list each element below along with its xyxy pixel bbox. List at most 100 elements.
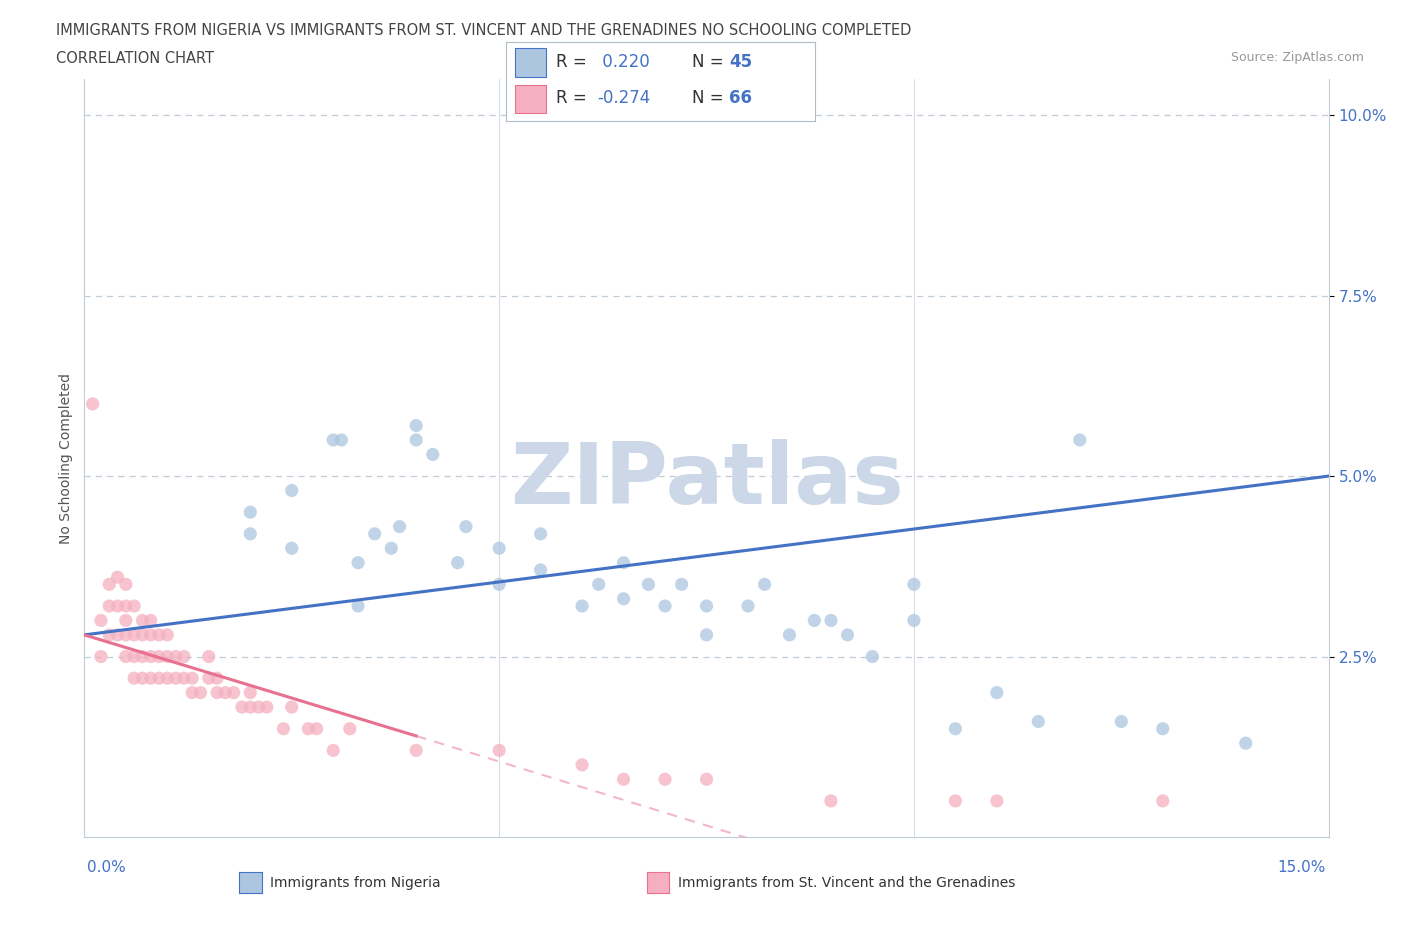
- Point: [148, 671, 170, 685]
- Point: [90, 613, 112, 628]
- Point: [107, 570, 129, 585]
- Point: [131, 649, 153, 664]
- Text: R =: R =: [555, 88, 592, 107]
- Point: [422, 447, 444, 462]
- Point: [90, 649, 112, 664]
- Text: CORRELATION CHART: CORRELATION CHART: [56, 51, 214, 66]
- Point: [986, 793, 1008, 808]
- Point: [98, 577, 121, 591]
- Point: [330, 432, 353, 447]
- Point: [131, 628, 153, 643]
- Point: [239, 685, 262, 700]
- Point: [862, 649, 884, 664]
- Point: [297, 722, 319, 737]
- Text: 15.0%: 15.0%: [1278, 860, 1326, 875]
- Text: IMMIGRANTS FROM NIGERIA VS IMMIGRANTS FROM ST. VINCENT AND THE GRENADINES NO SCH: IMMIGRANTS FROM NIGERIA VS IMMIGRANTS FR…: [56, 23, 911, 38]
- Point: [654, 772, 676, 787]
- Point: [273, 722, 295, 737]
- Point: [903, 613, 925, 628]
- Text: N =: N =: [692, 88, 728, 107]
- Point: [488, 743, 510, 758]
- Point: [173, 671, 195, 685]
- Point: [173, 649, 195, 664]
- Point: [671, 577, 693, 591]
- Point: [488, 577, 510, 591]
- Point: [447, 555, 470, 570]
- Text: 0.0%: 0.0%: [87, 860, 127, 875]
- Point: [820, 613, 842, 628]
- Point: [115, 628, 138, 643]
- Point: [322, 743, 344, 758]
- Point: [571, 757, 593, 772]
- Point: [339, 722, 361, 737]
- Point: [779, 628, 801, 643]
- Text: 45: 45: [728, 53, 752, 71]
- Point: [405, 418, 427, 433]
- Point: [115, 577, 138, 591]
- Point: [165, 649, 187, 664]
- Bar: [516, 48, 547, 76]
- Point: [239, 526, 262, 541]
- Point: [945, 722, 967, 737]
- Point: [696, 599, 718, 614]
- Point: [588, 577, 610, 591]
- Text: -0.274: -0.274: [598, 88, 651, 107]
- Point: [156, 628, 179, 643]
- Point: [131, 613, 153, 628]
- Point: [613, 772, 636, 787]
- Point: [122, 628, 145, 643]
- Point: [231, 699, 253, 714]
- Point: [820, 793, 842, 808]
- Point: [156, 671, 179, 685]
- Point: [530, 563, 553, 578]
- Point: [637, 577, 659, 591]
- Point: [165, 671, 187, 685]
- Text: 66: 66: [728, 88, 752, 107]
- Point: [190, 685, 212, 700]
- Point: [945, 793, 967, 808]
- Point: [364, 526, 387, 541]
- Point: [139, 671, 162, 685]
- Point: [222, 685, 245, 700]
- Point: [197, 649, 219, 664]
- Point: [322, 432, 344, 447]
- Point: [696, 772, 718, 787]
- Point: [214, 685, 236, 700]
- Point: [281, 699, 304, 714]
- Point: [388, 519, 411, 534]
- Point: [205, 671, 228, 685]
- Point: [281, 483, 304, 498]
- Point: [181, 671, 204, 685]
- Point: [131, 671, 153, 685]
- Y-axis label: No Schooling Completed: No Schooling Completed: [59, 373, 73, 543]
- Point: [139, 649, 162, 664]
- Point: [115, 613, 138, 628]
- Point: [239, 699, 262, 714]
- Point: [803, 613, 825, 628]
- Point: [613, 555, 636, 570]
- Point: [1111, 714, 1133, 729]
- Point: [98, 599, 121, 614]
- Point: [122, 649, 145, 664]
- Point: [986, 685, 1008, 700]
- Point: [737, 599, 759, 614]
- Point: [82, 396, 104, 411]
- Point: [837, 628, 859, 643]
- Point: [696, 628, 718, 643]
- Text: Immigrants from St. Vincent and the Grenadines: Immigrants from St. Vincent and the Gren…: [678, 875, 1015, 890]
- Point: [1069, 432, 1091, 447]
- Point: [239, 505, 262, 520]
- Point: [530, 526, 553, 541]
- Point: [347, 599, 370, 614]
- Point: [305, 722, 328, 737]
- Point: [1028, 714, 1050, 729]
- Point: [380, 541, 402, 556]
- Point: [115, 649, 138, 664]
- Bar: [516, 85, 547, 113]
- Point: [405, 743, 427, 758]
- Point: [139, 628, 162, 643]
- Point: [205, 685, 228, 700]
- Point: [148, 649, 170, 664]
- Point: [181, 685, 204, 700]
- Point: [139, 613, 162, 628]
